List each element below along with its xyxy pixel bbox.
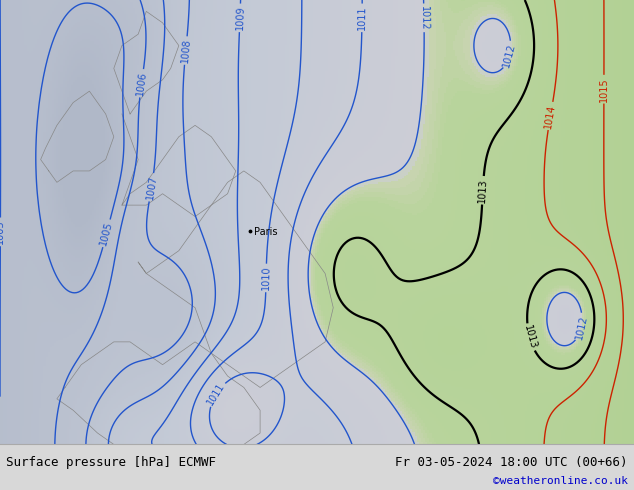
Text: 1011: 1011 [357,5,367,30]
Text: 1012: 1012 [574,314,589,340]
Text: 1008: 1008 [179,38,192,63]
Text: 1013: 1013 [522,324,538,350]
Text: 1007: 1007 [145,174,158,200]
Text: 1009: 1009 [235,5,245,30]
Text: 1012: 1012 [501,42,517,68]
Text: 1014: 1014 [543,103,557,129]
Text: 1012: 1012 [418,5,429,30]
Text: 1011: 1011 [205,381,227,407]
Text: 1010: 1010 [261,266,271,290]
Text: 1015: 1015 [599,77,609,101]
Text: 1006: 1006 [135,71,148,96]
Text: 1005: 1005 [98,220,115,246]
Text: ©weatheronline.co.uk: ©weatheronline.co.uk [493,476,628,487]
Text: Surface pressure [hPa] ECMWF: Surface pressure [hPa] ECMWF [6,456,216,469]
Text: 1013: 1013 [477,178,489,203]
Text: Paris: Paris [254,227,278,237]
Text: 1005: 1005 [0,220,6,244]
Text: Fr 03-05-2024 18:00 UTC (00+66): Fr 03-05-2024 18:00 UTC (00+66) [395,456,628,469]
